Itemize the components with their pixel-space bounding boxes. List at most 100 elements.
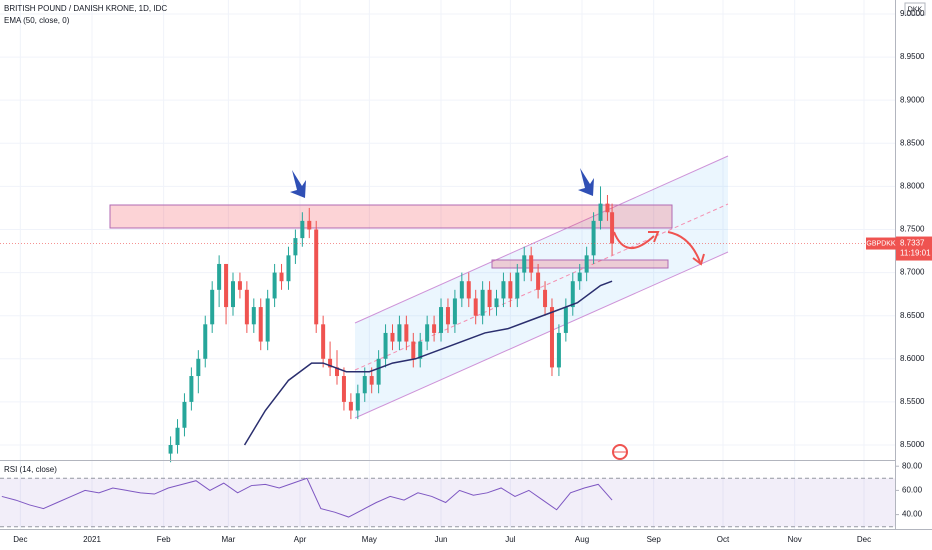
candle-body — [480, 289, 485, 316]
candle-body — [404, 324, 409, 342]
channel-top — [354, 155, 729, 324]
x-tick-label: 2021 — [83, 535, 101, 544]
candle-body — [610, 212, 615, 244]
candle-body — [397, 324, 402, 342]
x-tick-label: Aug — [575, 535, 589, 544]
candle-body — [369, 376, 374, 385]
resistance-zone — [109, 204, 673, 229]
candle-body — [279, 272, 284, 282]
candle-body — [549, 307, 554, 368]
x-tick-label: Oct — [717, 535, 730, 544]
symbol-label: GBPDKK — [866, 240, 896, 247]
rsi-tick-label: 80.00 — [902, 461, 923, 470]
y-tick-label: 8.8000 — [900, 181, 925, 190]
x-tick-label: May — [362, 535, 377, 544]
candle-body — [203, 324, 208, 359]
x-tick-label: Feb — [157, 535, 171, 544]
candle-body — [168, 445, 173, 454]
candle-body — [515, 272, 520, 299]
candle-body — [390, 332, 395, 342]
price-label: 8.7337 — [900, 239, 925, 248]
candle-body — [556, 332, 561, 368]
candle-body — [411, 341, 416, 359]
candle-body — [459, 281, 464, 299]
candle-body — [383, 332, 388, 359]
candle-body — [543, 289, 548, 308]
y-tick-label: 8.6500 — [900, 311, 925, 320]
x-tick-label: Jun — [435, 535, 448, 544]
candle-body — [189, 376, 194, 402]
candle-body — [466, 281, 471, 299]
candle-body — [210, 289, 215, 325]
candle-body — [605, 203, 610, 213]
candle-body — [570, 281, 575, 308]
x-tick-label: Sep — [647, 535, 662, 544]
y-tick-label: 8.5000 — [900, 440, 925, 449]
y-tick-label: 9.0000 — [900, 9, 925, 18]
candle-body — [563, 307, 568, 333]
projection — [667, 231, 701, 263]
grid — [0, 0, 899, 529]
candle-body — [445, 307, 450, 325]
candle-body — [348, 401, 353, 411]
candle-body — [432, 324, 437, 333]
candle-body — [321, 324, 326, 359]
candle-body — [529, 255, 534, 273]
rsi-tick-label: 60.00 — [902, 486, 923, 495]
candle-body — [584, 255, 589, 273]
ema-line — [243, 280, 613, 446]
currency-box — [904, 2, 926, 16]
channel-mid — [354, 203, 729, 371]
projection — [613, 231, 655, 249]
candle-body — [418, 341, 423, 359]
candle-body — [293, 238, 298, 256]
candle-body — [452, 298, 457, 325]
candle-body — [272, 272, 277, 299]
candle-body — [182, 401, 187, 428]
projection-head — [648, 231, 660, 243]
candle-body — [425, 324, 430, 342]
candle-body — [224, 263, 229, 308]
currency: DKK — [908, 6, 923, 13]
candle-body — [237, 281, 242, 290]
price-tag — [896, 236, 932, 261]
candle-body — [577, 272, 582, 282]
candle-body — [251, 307, 256, 325]
projection-head — [692, 253, 705, 266]
countdown: 11:19:01 — [900, 249, 931, 258]
candle-body — [508, 281, 513, 299]
candle-body — [265, 298, 270, 342]
x-tick-label: Mar — [221, 535, 235, 544]
y-tick-label: 8.7000 — [900, 268, 925, 277]
y-tick-label: 8.5500 — [900, 397, 925, 406]
rsi-line — [1, 477, 613, 518]
candle-body — [439, 307, 444, 333]
candle-body — [307, 220, 312, 230]
candle-body — [300, 220, 305, 239]
candle-body — [314, 229, 319, 325]
candle-body — [286, 255, 291, 282]
x-tick-label: Dec — [13, 535, 27, 544]
rsi-label: RSI (14, close) — [4, 465, 57, 474]
candle-body — [362, 376, 367, 394]
chart-title: BRITISH POUND / DANISH KRONE, 1D, IDC — [4, 4, 167, 13]
rsi-tick-label: 40.00 — [902, 510, 923, 519]
candle-body — [355, 393, 360, 411]
candle-body — [591, 220, 596, 256]
rsi-band — [0, 478, 895, 527]
candle-body — [335, 367, 340, 377]
candle-body — [196, 358, 201, 377]
y-tick-label: 8.9500 — [900, 52, 925, 61]
marks — [0, 186, 895, 518]
candle-body — [494, 298, 499, 308]
candle-body — [244, 289, 249, 325]
candle-body — [487, 289, 492, 308]
candle-body — [341, 376, 346, 402]
candle-body — [501, 281, 506, 299]
candle-body — [536, 272, 541, 290]
candle-body — [328, 358, 333, 368]
candle-body — [376, 358, 381, 385]
candle-body — [522, 255, 527, 273]
